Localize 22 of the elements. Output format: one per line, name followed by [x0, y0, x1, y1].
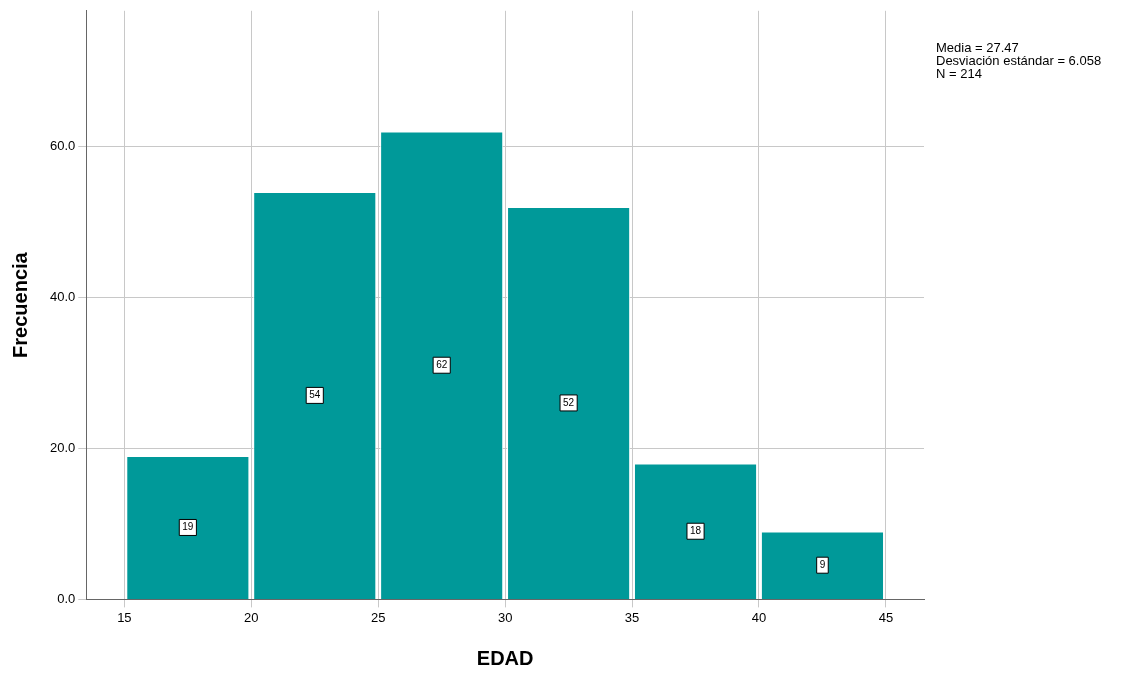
data-label: 9 [819, 558, 826, 570]
data-label: 62 [436, 358, 448, 370]
y-axis-title: Frecuencia [8, 251, 31, 358]
data-label: 52 [563, 396, 575, 408]
x-tick-label: 45 [878, 609, 894, 625]
text: N = 214 [936, 66, 982, 82]
y-tick-label: 40.0 [49, 289, 76, 305]
data-label: 18 [689, 524, 702, 536]
x-tick-label: 20 [244, 609, 259, 625]
x-tick-label: 35 [624, 609, 640, 625]
text: Desviación estándar = 6.058 [936, 53, 1102, 69]
data-label: 54 [309, 389, 321, 401]
y-tick-label: 0.0 [57, 590, 76, 606]
x-tick-label: 40 [751, 609, 767, 625]
x-tick-label: 15 [117, 609, 132, 625]
x-tick-label: 30 [497, 609, 513, 625]
y-tick-label: 20.0 [49, 440, 76, 456]
x-tick-label: 25 [370, 609, 386, 625]
text: Media = 27.47 [936, 40, 1019, 56]
y-tick-label: 60.0 [49, 138, 76, 154]
data-label: 19 [182, 521, 194, 533]
x-axis-title: EDAD [476, 646, 534, 669]
